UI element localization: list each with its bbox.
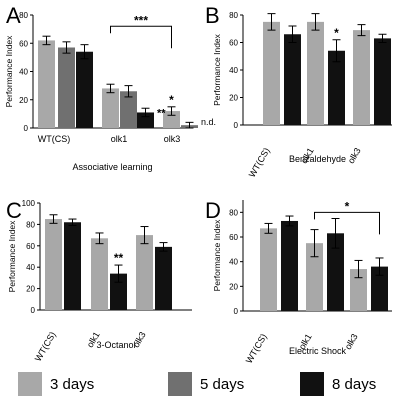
y-tick-label: 40	[229, 258, 238, 267]
bar	[328, 50, 345, 125]
x-tick-label: olk3	[346, 146, 363, 165]
legend-swatch-5-days	[168, 372, 192, 396]
y-tick-label: 60	[26, 242, 35, 251]
bar	[163, 111, 180, 128]
y-axis-label: Performance Index	[212, 219, 222, 292]
legend-label: 5 days	[200, 375, 245, 393]
significance-bracket	[314, 211, 380, 235]
bar	[110, 273, 127, 310]
y-tick-label: 20	[26, 285, 35, 294]
bar	[306, 243, 323, 311]
bar	[91, 238, 108, 310]
y-tick-label: 100	[22, 199, 36, 208]
bar	[281, 220, 298, 311]
y-tick-label: 20	[19, 96, 28, 105]
legend-label: 8 days	[332, 375, 377, 393]
y-axis-label: Performance Index	[212, 33, 222, 106]
y-tick-label: 60	[229, 233, 238, 242]
bar	[353, 30, 370, 125]
x-tick-label: WT(CS)	[38, 134, 71, 144]
bar	[260, 228, 277, 311]
x-axis-label: Benzaldehyde	[289, 154, 346, 164]
y-tick-label: 60	[229, 39, 238, 48]
bar	[155, 246, 172, 310]
y-tick-label: 0	[234, 307, 239, 316]
bar	[58, 47, 75, 128]
bar	[307, 21, 324, 125]
panel-letter: D	[205, 198, 221, 223]
bar	[45, 219, 62, 310]
y-tick-label: 20	[229, 94, 238, 103]
y-tick-label: 0	[24, 124, 29, 133]
annotation-nd: n.d.	[201, 117, 216, 127]
y-tick-label: 0	[31, 306, 36, 315]
bar	[263, 21, 280, 125]
y-tick-label: 0	[234, 121, 239, 130]
y-tick-label: 40	[26, 263, 35, 272]
legend-item-8-days: 8 days	[300, 372, 376, 396]
significance-marker: *	[169, 93, 174, 107]
x-tick-label: WT(CS)	[33, 330, 58, 363]
x-tick-label: olk1	[111, 134, 128, 144]
y-tick-label: 40	[229, 66, 238, 75]
y-tick-label: 20	[229, 282, 238, 291]
panel-letter: B	[205, 3, 220, 28]
panel-letter: A	[6, 3, 21, 28]
x-tick-label: WT(CS)	[244, 332, 269, 365]
legend: 3 days 5 days 8 days	[0, 368, 400, 400]
legend-item-5-days: 5 days	[168, 372, 244, 396]
y-axis-label: Performance Index	[7, 220, 17, 293]
bar	[284, 34, 301, 125]
y-tick-label: 40	[19, 68, 28, 77]
y-axis-label: Performance Index	[4, 35, 14, 108]
significance-marker: **	[114, 251, 124, 265]
bar	[350, 269, 367, 311]
bar	[120, 91, 137, 128]
y-tick-label: 80	[229, 11, 238, 20]
bar	[327, 233, 344, 311]
y-tick-label: 80	[26, 220, 35, 229]
bar	[64, 222, 81, 310]
x-axis-label: Electric Shock	[289, 346, 347, 356]
x-tick-label: olk3	[164, 134, 181, 144]
y-tick-label: 80	[229, 208, 238, 217]
significance-marker: **	[157, 107, 166, 119]
significance-bracket	[110, 25, 172, 49]
significance-marker: *	[345, 199, 350, 213]
x-tick-label: WT(CS)	[247, 146, 272, 179]
significance-marker: *	[334, 26, 339, 40]
bar	[76, 51, 93, 128]
legend-item-3-days: 3 days	[18, 372, 94, 396]
legend-label: 3 days	[50, 375, 95, 393]
x-axis-label: 3-Octanol	[96, 340, 135, 350]
bar	[102, 88, 119, 128]
x-axis-label: Associative learning	[72, 162, 152, 172]
y-tick-label: 60	[19, 39, 28, 48]
bar	[374, 38, 391, 125]
bar	[137, 112, 154, 128]
y-tick-label: 80	[19, 11, 28, 20]
bar	[371, 266, 388, 311]
panel-letter: C	[6, 198, 22, 223]
significance-marker: ***	[134, 13, 148, 27]
bar	[136, 235, 153, 310]
legend-swatch-3-days	[18, 372, 42, 396]
legend-swatch-8-days	[300, 372, 324, 396]
bar	[38, 40, 55, 128]
